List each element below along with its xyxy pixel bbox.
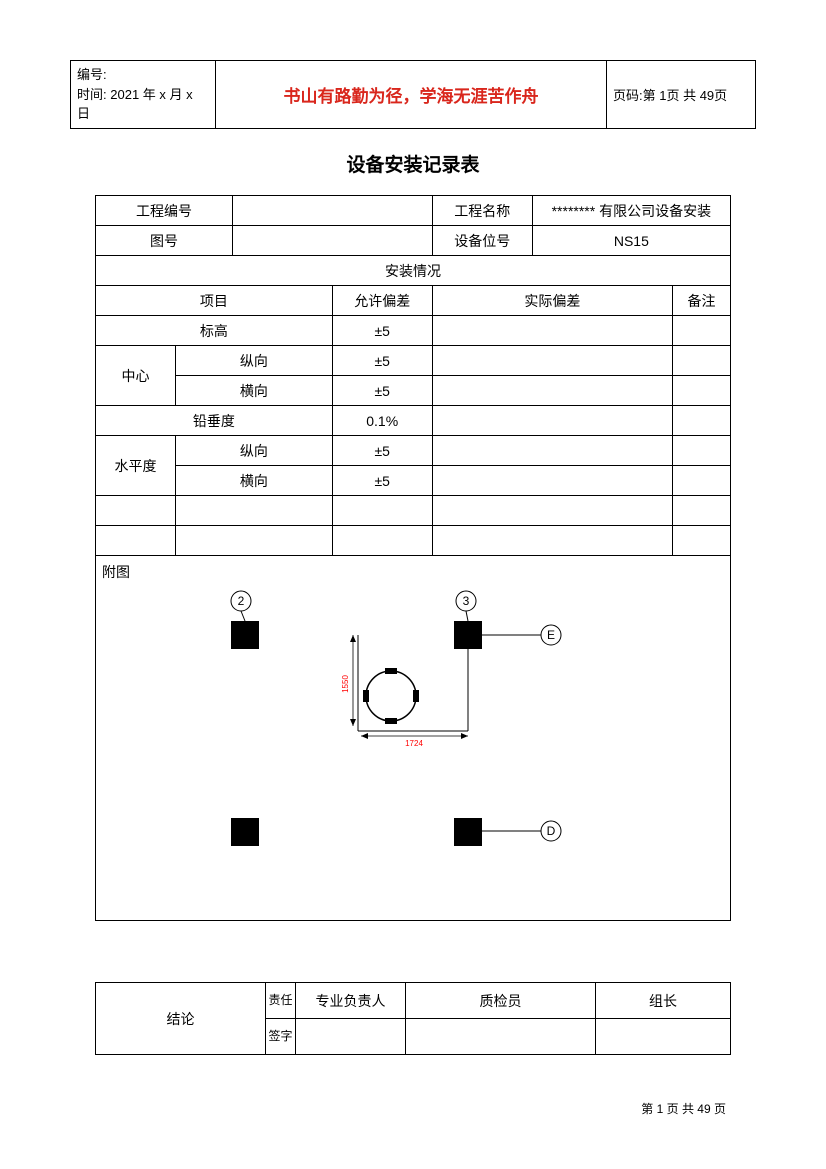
elevation-row: 标高 ±5 xyxy=(96,316,731,346)
level-h-actual xyxy=(432,466,672,496)
col-qc: 质检员 xyxy=(406,983,596,1019)
header-page: 页码: 第 1页 共 49页 xyxy=(607,61,755,128)
node-d-label: D xyxy=(547,824,556,838)
plumb-actual xyxy=(432,406,672,436)
blank-row-2 xyxy=(96,526,731,556)
center-h-row: 横向 ±5 xyxy=(96,376,731,406)
col-item: 项目 xyxy=(96,286,333,316)
install-header: 安装情况 xyxy=(96,256,731,286)
page-label: 页码: xyxy=(613,85,643,104)
sign-qc xyxy=(406,1019,596,1055)
drawing-value xyxy=(232,226,432,256)
level-h-remark xyxy=(673,466,731,496)
dim-1724: 1724 xyxy=(405,739,423,748)
plumb-remark xyxy=(673,406,731,436)
page-header: 编号: 时间: 2021 年 x 月 x 日 书山有路勤为径，学海无涯苦作舟 页… xyxy=(70,60,756,129)
diagram-svg: 2 3 E D xyxy=(96,556,730,919)
elevation-actual xyxy=(432,316,672,346)
header-left: 编号: 时间: 2021 年 x 月 x 日 xyxy=(71,61,216,128)
elevation-label: 标高 xyxy=(96,316,333,346)
center-h-tol: ±5 xyxy=(332,376,432,406)
proj-num-label: 工程编号 xyxy=(96,196,233,226)
level-label: 水平度 xyxy=(96,436,176,496)
level-h-label: 横向 xyxy=(176,466,333,496)
plumb-row: 铅垂度 0.1% xyxy=(96,406,731,436)
footer-row-1: 结论 责任 专业负责人 质检员 组长 xyxy=(96,983,731,1019)
document-title: 设备安装记录表 xyxy=(0,150,826,177)
col-actual: 实际偏差 xyxy=(432,286,672,316)
center-h-label: 横向 xyxy=(176,376,333,406)
col-remark: 备注 xyxy=(673,286,731,316)
node-3-square xyxy=(454,621,482,649)
conclusion-label: 结论 xyxy=(96,983,266,1055)
number-label: 编号: xyxy=(77,67,107,82)
level-v-remark xyxy=(673,436,731,466)
info-row-2: 图号 设备位号 NS15 xyxy=(96,226,731,256)
center-h-actual xyxy=(432,376,672,406)
plumb-label: 铅垂度 xyxy=(96,406,333,436)
level-v-label: 纵向 xyxy=(176,436,333,466)
center-h-remark xyxy=(673,376,731,406)
level-v-actual xyxy=(432,436,672,466)
page-value: 第 1页 共 49页 xyxy=(643,85,728,104)
node-2-label: 2 xyxy=(238,594,245,608)
sign-leader xyxy=(596,1019,731,1055)
node-e-label: E xyxy=(547,628,555,642)
center-device xyxy=(366,671,416,721)
proj-name-value: ******** 有限公司设备安装 xyxy=(532,196,730,226)
proj-num-value xyxy=(232,196,432,226)
elevation-tol: ±5 xyxy=(332,316,432,346)
center-v-actual xyxy=(432,346,672,376)
square-br xyxy=(454,818,482,846)
diagram-row: 附图 2 3 E xyxy=(96,556,731,921)
main-table: 工程编号 工程名称 ******** 有限公司设备安装 图号 设备位号 NS15… xyxy=(95,195,731,921)
elevation-remark xyxy=(673,316,731,346)
col-pro: 专业负责人 xyxy=(296,983,406,1019)
drawing-label: 图号 xyxy=(96,226,233,256)
level-h-row: 横向 ±5 xyxy=(96,466,731,496)
sign-pro xyxy=(296,1019,406,1055)
center-v-row: 中心 纵向 ±5 xyxy=(96,346,731,376)
dim-1550: 1550 xyxy=(341,675,350,693)
center-v-remark xyxy=(673,346,731,376)
equip-pos-label: 设备位号 xyxy=(432,226,532,256)
square-bl xyxy=(231,818,259,846)
install-header-row: 安装情况 xyxy=(96,256,731,286)
blank-row-1 xyxy=(96,496,731,526)
level-v-tol: ±5 xyxy=(332,436,432,466)
center-label: 中心 xyxy=(96,346,176,406)
sign-label-1: 责任 xyxy=(266,983,296,1019)
level-h-tol: ±5 xyxy=(332,466,432,496)
plumb-tol: 0.1% xyxy=(332,406,432,436)
col-tolerance: 允许偏差 xyxy=(332,286,432,316)
proj-name-label: 工程名称 xyxy=(432,196,532,226)
center-v-tol: ±5 xyxy=(332,346,432,376)
node-3-label: 3 xyxy=(463,594,470,608)
node-2-square xyxy=(231,621,259,649)
sign-label-2: 签字 xyxy=(266,1019,296,1055)
info-row-1: 工程编号 工程名称 ******** 有限公司设备安装 xyxy=(96,196,731,226)
page-number: 第 1 页 共 49 页 xyxy=(641,1100,726,1117)
center-v-label: 纵向 xyxy=(176,346,333,376)
equip-pos-value: NS15 xyxy=(532,226,730,256)
diagram-cell: 附图 2 3 E xyxy=(96,556,731,921)
footer-table: 结论 责任 专业负责人 质检员 组长 签字 xyxy=(95,982,731,1055)
level-v-row: 水平度 纵向 ±5 xyxy=(96,436,731,466)
column-header-row: 项目 允许偏差 实际偏差 备注 xyxy=(96,286,731,316)
col-leader: 组长 xyxy=(596,983,731,1019)
header-motto: 书山有路勤为径，学海无涯苦作舟 xyxy=(216,61,607,128)
time-label: 时间: xyxy=(77,87,107,102)
